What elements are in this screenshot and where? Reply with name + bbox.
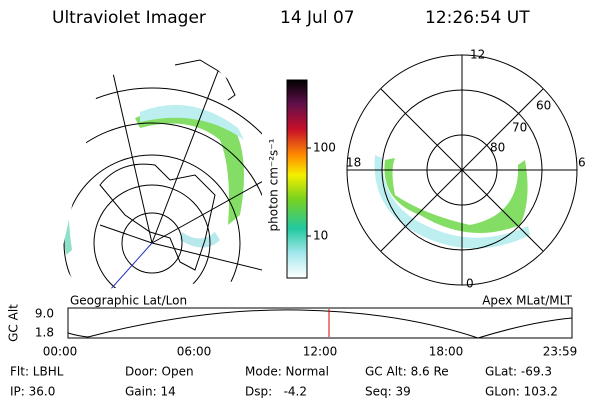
coastline <box>174 59 236 101</box>
info-field: Mode: Normal <box>245 365 329 379</box>
lat-circle <box>93 184 211 290</box>
lon-line <box>109 59 153 244</box>
info-field: Dsp: -4.2 <box>245 385 307 399</box>
mlt-line <box>380 88 544 252</box>
mlt-label: 0 <box>466 277 474 291</box>
x-tick-label: 18:00 <box>429 345 464 359</box>
header: Ultraviolet Imager 14 Jul 07 12:26:54 UT <box>52 8 530 28</box>
mlat-label: 70 <box>512 121 527 135</box>
mlt-label: 6 <box>578 156 586 170</box>
date: 14 Jul 07 <box>280 8 355 28</box>
grid <box>60 45 262 290</box>
info-field: Seq: 39 <box>365 385 411 399</box>
lat-circle <box>60 87 262 290</box>
aurora-halo <box>374 155 530 249</box>
colorbar-tick-label: 10 <box>313 229 328 243</box>
altitude-curve <box>67 309 573 339</box>
info-field: GLat: -69.3 <box>485 365 552 379</box>
aurora-halo <box>140 104 244 140</box>
mlat-label: 60 <box>536 99 551 113</box>
x-tick-label: 00:00 <box>43 345 78 359</box>
plot-frame <box>67 307 573 339</box>
colorbar-label: photon cm⁻²s⁻¹ <box>267 138 281 231</box>
coastline <box>99 163 216 271</box>
y-tick-label: 9.0 <box>35 307 54 321</box>
info-field: Door: Open <box>125 365 194 379</box>
left-caption: Geographic Lat/Lon <box>70 294 187 308</box>
colorbar-gradient <box>286 79 308 279</box>
colorbar-tick-label: 100 <box>313 141 336 155</box>
aurora-band <box>60 160 72 255</box>
lat-circle <box>60 122 262 290</box>
aurora-right <box>374 155 530 249</box>
mlat-label: 80 <box>490 141 505 155</box>
aurora-band <box>384 158 528 233</box>
title: Ultraviolet Imager <box>52 8 206 28</box>
colorbar: 100 10 photon cm⁻²s⁻¹ <box>267 79 336 279</box>
lon-line <box>151 45 231 244</box>
mlt-label: 12 <box>470 48 485 62</box>
lon-line <box>151 179 262 244</box>
info-field: Gain: 14 <box>125 385 176 399</box>
aurora-halo <box>180 232 220 248</box>
time: 12:26:54 UT <box>425 8 530 28</box>
x-tick-label: 23:59 <box>543 345 578 359</box>
altitude-plot: GC Alt 9.0 1.8 00:00 06:00 12:00 18:00 2… <box>7 304 578 359</box>
y-axis-label: GC Alt <box>7 304 21 342</box>
info-field: IP: 36.0 <box>10 385 55 399</box>
info-field: GC Alt: 8.6 Re <box>365 365 449 379</box>
lon-line <box>99 224 153 244</box>
lat-circle <box>63 154 241 290</box>
footer: Flt: LBHL Door: Open Mode: Normal GC Alt: 8… <box>10 365 558 399</box>
info-field: Flt: LBHL <box>10 365 64 379</box>
y-tick-label: 1.8 <box>35 326 54 340</box>
geographic-map <box>60 45 262 290</box>
mlt-label: 18 <box>346 156 361 170</box>
right-caption: Apex MLat/MLT <box>482 294 572 308</box>
info-field: GLon: 103.2 <box>485 385 558 399</box>
x-tick-label: 06:00 <box>177 345 212 359</box>
polar-map: 12 6 0 18 60 70 80 <box>346 48 586 291</box>
x-tick-label: 12:00 <box>303 345 338 359</box>
lat-circle <box>121 212 183 274</box>
lon-line <box>151 242 262 271</box>
sun-line <box>109 242 153 290</box>
